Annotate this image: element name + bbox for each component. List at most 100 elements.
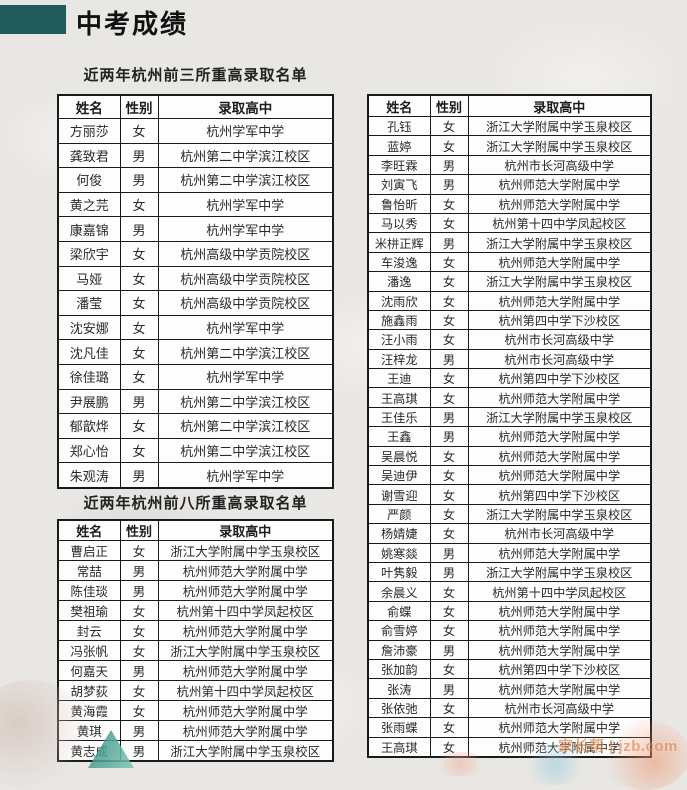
admitted-school: 杭州学军中学 <box>157 118 334 144</box>
student-gender: 女 <box>429 387 469 408</box>
student-gender: 男 <box>119 216 159 242</box>
column-header: 性别 <box>119 519 159 541</box>
table-row: 沈凡佳女杭州第二中学滨江校区 <box>57 339 334 365</box>
student-name: 徐佳璐 <box>57 363 121 390</box>
student-gender: 女 <box>429 445 469 467</box>
student-name: 曹启正 <box>57 540 121 561</box>
student-name: 沈雨欣 <box>367 290 431 311</box>
student-gender: 女 <box>429 251 469 273</box>
student-name: 张加韵 <box>367 658 431 680</box>
table-row: 施鑫雨女杭州第四中学下沙校区 <box>367 309 652 331</box>
table-row: 梁欣宇女杭州高级中学贡院校区 <box>57 240 334 267</box>
student-gender: 男 <box>119 720 159 741</box>
student-name: 施鑫雨 <box>367 309 431 331</box>
admitted-school: 杭州师范大学附属中学 <box>467 600 652 622</box>
student-name: 吴晨悦 <box>367 445 431 467</box>
student-name: 詹沛豪 <box>367 639 431 660</box>
student-gender: 女 <box>429 193 469 214</box>
student-name: 俞雪婷 <box>367 620 431 641</box>
student-gender: 男 <box>429 678 469 699</box>
table-row: 曹启正女浙江大学附属中学玉泉校区 <box>57 540 334 561</box>
table-row: 龚致君男杭州第二中学滨江校区 <box>57 142 334 169</box>
student-gender: 女 <box>429 717 469 738</box>
student-name: 郑心怡 <box>57 437 121 464</box>
student-name: 黄之芫 <box>57 191 121 218</box>
admitted-school: 杭州学军中学 <box>157 216 334 242</box>
admitted-school: 浙江大学附属中学玉泉校区 <box>157 640 334 661</box>
student-gender: 女 <box>429 736 469 758</box>
student-name: 李旺霖 <box>367 154 431 176</box>
student-name: 严颜 <box>367 503 431 525</box>
admitted-school: 杭州第二中学滨江校区 <box>157 142 334 169</box>
table-row: 潘逸女浙江大学附属中学玉泉校区 <box>367 271 652 292</box>
student-name: 封云 <box>57 620 121 641</box>
admitted-school: 杭州师范大学附属中学 <box>467 678 652 699</box>
student-name: 余晨义 <box>367 581 431 602</box>
student-name: 潘逸 <box>367 271 431 292</box>
admitted-school: 杭州第四中学下沙校区 <box>467 658 652 680</box>
table-row: 王鑫男杭州师范大学附属中学 <box>367 426 652 447</box>
admitted-school: 杭州高级中学贡院校区 <box>157 240 334 267</box>
section-heading-top3: 近两年杭州前三所重高录取名单 <box>83 68 308 84</box>
student-name: 郁歆烨 <box>57 413 121 439</box>
student-gender: 女 <box>119 600 159 621</box>
table-row: 王佳乐男浙江大学附属中学玉泉校区 <box>367 406 652 428</box>
admitted-school: 杭州市长河高级中学 <box>467 154 652 176</box>
admitted-school: 杭州第十四中学凤起校区 <box>157 600 334 621</box>
student-gender: 男 <box>429 542 469 563</box>
table-header-row: 姓名 性别 录取高中 <box>367 94 652 117</box>
student-name: 黄海霞 <box>57 700 121 721</box>
admitted-school: 杭州第二中学滨江校区 <box>157 339 334 365</box>
student-name: 谢雪迎 <box>367 484 431 505</box>
page-title: 中考成绩 <box>76 9 189 39</box>
student-gender: 女 <box>429 368 469 389</box>
student-gender: 女 <box>119 363 159 390</box>
student-name: 张雨蝶 <box>367 717 431 738</box>
admitted-school: 浙江大学附属中学玉泉校区 <box>467 406 652 428</box>
admitted-school: 杭州师范大学附属中学 <box>467 639 652 660</box>
admitted-school: 浙江大学附属中学玉泉校区 <box>157 540 334 561</box>
table-row: 黄琪男杭州师范大学附属中学 <box>57 720 334 741</box>
column-header: 姓名 <box>57 94 121 119</box>
student-name: 常喆 <box>57 560 121 581</box>
student-name: 龚致君 <box>57 142 121 169</box>
admitted-school: 杭州学军中学 <box>157 314 334 341</box>
table-row: 姚寒燚男杭州师范大学附属中学 <box>367 542 652 563</box>
table-row: 谢雪迎女杭州第四中学下沙校区 <box>367 484 652 505</box>
student-name: 车浚逸 <box>367 251 431 273</box>
student-gender: 女 <box>119 700 159 721</box>
table-row: 车浚逸女杭州师范大学附属中学 <box>367 251 652 273</box>
admitted-school: 浙江大学附属中学玉泉校区 <box>157 740 334 762</box>
table-row: 叶隽毅男浙江大学附属中学玉泉校区 <box>367 561 652 583</box>
admitted-school: 杭州第十四中学凤起校区 <box>157 680 334 701</box>
admitted-school: 杭州师范大学附属中学 <box>467 445 652 467</box>
student-name: 王高琪 <box>367 387 431 408</box>
student-gender: 男 <box>119 388 159 415</box>
student-gender: 女 <box>119 620 159 641</box>
table-row: 余晨义女杭州第十四中学凤起校区 <box>367 581 652 602</box>
student-gender: 女 <box>429 329 469 350</box>
admitted-school: 浙江大学附属中学玉泉校区 <box>467 115 652 137</box>
admitted-school: 杭州师范大学附属中学 <box>157 700 334 721</box>
table-row: 常喆男杭州师范大学附属中学 <box>57 560 334 581</box>
table-row: 冯张帆女浙江大学附属中学玉泉校区 <box>57 640 334 661</box>
admitted-school: 杭州第二中学滨江校区 <box>157 167 334 193</box>
admitted-school: 杭州师范大学附属中学 <box>157 660 334 681</box>
student-name: 刘寅飞 <box>367 174 431 195</box>
student-name: 沈凡佳 <box>57 339 121 365</box>
admitted-school: 杭州市长河高级中学 <box>467 329 652 350</box>
table-row: 何俊男杭州第二中学滨江校区 <box>57 167 334 193</box>
table-row: 樊祖瑜女杭州第十四中学凤起校区 <box>57 600 334 621</box>
table-row: 王迪女杭州第四中学下沙校区 <box>367 368 652 389</box>
student-gender: 女 <box>119 339 159 365</box>
table-row: 蓝婷女浙江大学附属中学玉泉校区 <box>367 135 652 156</box>
student-gender: 女 <box>429 115 469 137</box>
admitted-school: 杭州师范大学附属中学 <box>157 620 334 641</box>
student-gender: 女 <box>119 540 159 561</box>
student-name: 王佳乐 <box>367 406 431 428</box>
student-name: 王鑫 <box>367 426 431 447</box>
table-row: 严颜女浙江大学附属中学玉泉校区 <box>367 503 652 525</box>
student-gender: 男 <box>119 740 159 762</box>
student-gender: 女 <box>119 680 159 701</box>
student-gender: 女 <box>429 309 469 331</box>
